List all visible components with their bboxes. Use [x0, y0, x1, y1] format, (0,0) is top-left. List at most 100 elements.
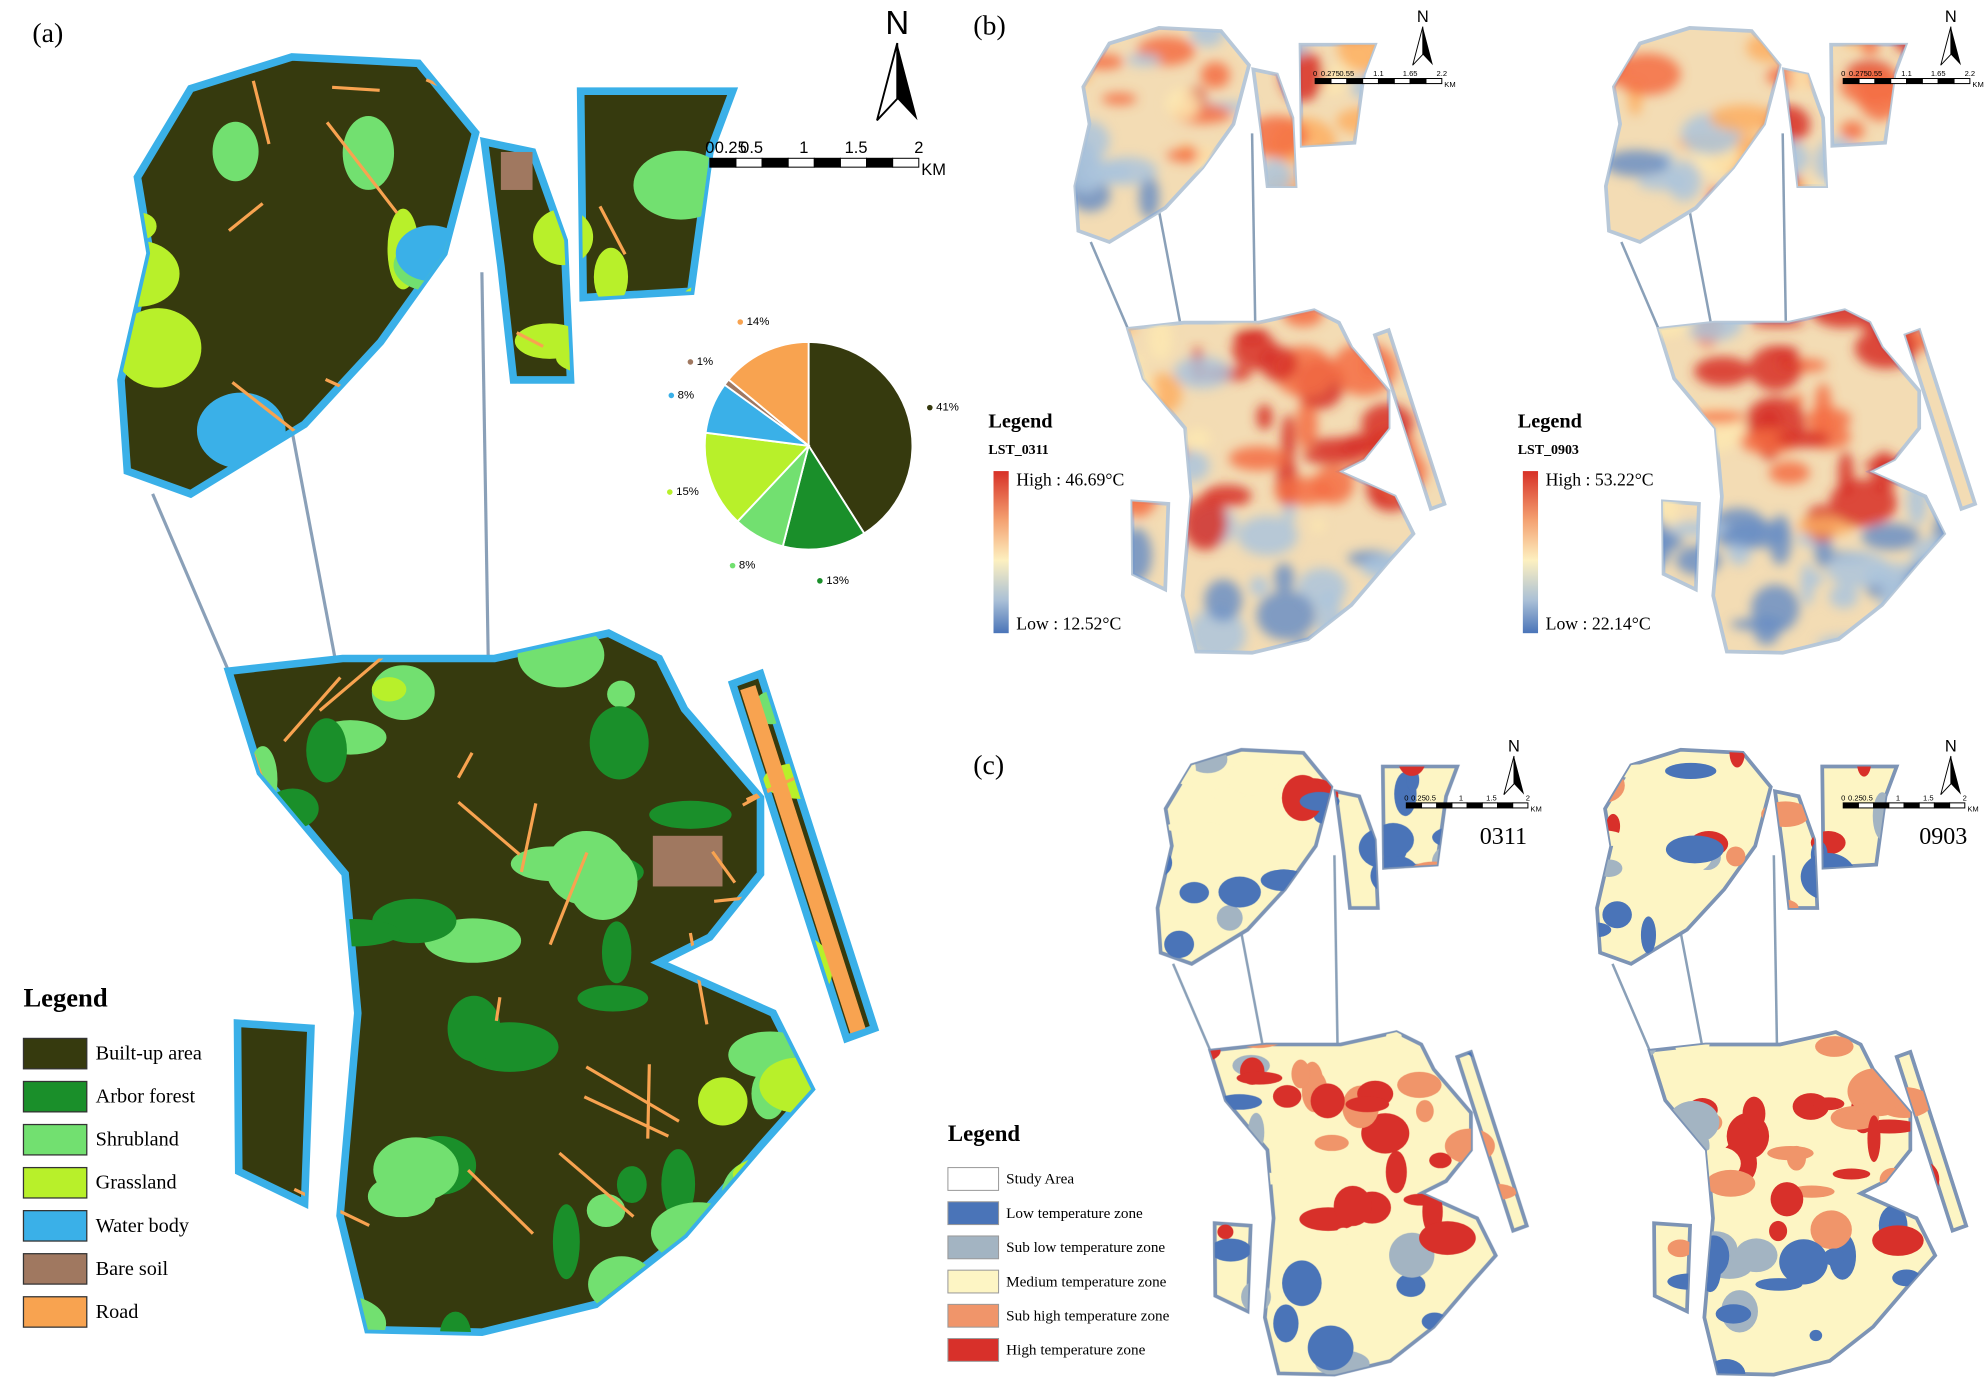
- blob: [1228, 1169, 1261, 1211]
- blob: [1890, 749, 1938, 767]
- blob: [1335, 106, 1403, 136]
- blob: [1273, 274, 1322, 287]
- blob: [1165, 87, 1201, 120]
- bridge: [290, 430, 338, 666]
- blob: [1667, 1239, 1693, 1258]
- blob: [1830, 999, 1880, 1018]
- blob: [1216, 905, 1243, 931]
- blob: [1715, 1304, 1752, 1324]
- blob: [1831, 952, 1846, 986]
- north-label: N: [1945, 8, 1957, 26]
- blob: [1237, 515, 1298, 556]
- scale-segment: [1949, 802, 1966, 809]
- legend-layer: LST_0903: [1518, 443, 1579, 458]
- scale-label: 2: [1963, 793, 1967, 802]
- blob: [1312, 465, 1354, 505]
- blob: [1767, 1145, 1814, 1161]
- blob: [1809, 1329, 1823, 1342]
- water: [196, 392, 286, 469]
- road: [583, 1095, 670, 1138]
- blob: [759, 1057, 835, 1113]
- blob: [1596, 1203, 1634, 1247]
- scale-segment: [1921, 78, 1939, 85]
- blob: [1173, 1288, 1200, 1332]
- blob: [1475, 1338, 1490, 1375]
- scale-segment: [1409, 78, 1427, 85]
- blob: [1396, 914, 1445, 952]
- road: [423, 307, 448, 326]
- north-arrow: [1503, 755, 1515, 795]
- bridge: [1089, 241, 1130, 330]
- blob: [1881, 240, 1899, 261]
- road: [494, 997, 502, 1022]
- blob: [575, 512, 648, 592]
- blob: [1075, 293, 1108, 347]
- blob: [661, 1149, 696, 1220]
- blob: [1294, 234, 1355, 246]
- land: [233, 1019, 315, 1209]
- blob: [1304, 749, 1354, 760]
- blob: [285, 1294, 387, 1333]
- legend-swatch: [947, 1235, 1000, 1260]
- scale-segment: [1953, 78, 1971, 85]
- blob: [1164, 930, 1195, 959]
- blob: [1707, 185, 1721, 232]
- blob: [1705, 1169, 1756, 1197]
- scale-unit: KM: [1444, 80, 1455, 89]
- blob: [1747, 169, 1800, 192]
- blob: [552, 1204, 580, 1280]
- land: [1333, 788, 1380, 910]
- map: [1155, 747, 1530, 1377]
- blob: [1800, 562, 1815, 606]
- road: [456, 752, 474, 779]
- blob: [637, 160, 733, 212]
- scale-label: 2.2: [1965, 69, 1976, 78]
- road: [467, 365, 512, 423]
- blob: [1596, 1302, 1625, 1314]
- blob: [308, 919, 401, 947]
- blob: [1605, 362, 1624, 378]
- north-arrow: [1513, 756, 1525, 795]
- blob: [244, 968, 337, 1013]
- scale-segment: [1425, 78, 1443, 85]
- north-arrow: [1940, 755, 1952, 795]
- blob: [1779, 1239, 1828, 1285]
- pie-label: 13%: [826, 575, 849, 587]
- blob: [1120, 527, 1152, 583]
- blob: [1665, 835, 1724, 864]
- scale-label: 0: [705, 139, 714, 157]
- north-arrow: [1412, 26, 1424, 66]
- road: [548, 851, 589, 946]
- blob: [1075, 274, 1139, 315]
- road: [614, 1316, 687, 1333]
- blob: [1933, 221, 1955, 253]
- road: [227, 202, 264, 232]
- scale-segment: [1858, 78, 1876, 85]
- blob: [1190, 27, 1225, 47]
- blob: [1396, 1273, 1426, 1297]
- blob: [1138, 175, 1160, 220]
- blob: [226, 774, 270, 849]
- blob: [1746, 33, 1793, 62]
- blob: [1432, 826, 1480, 849]
- blob: [371, 677, 407, 702]
- scale-unit: KM: [921, 161, 946, 179]
- blob: [1296, 398, 1318, 451]
- blob: [1711, 271, 1734, 291]
- scale-label: 0.5: [1425, 793, 1436, 802]
- blob: [1826, 551, 1891, 588]
- land: [1125, 308, 1416, 655]
- scale-label: 1.5: [1486, 793, 1497, 802]
- bridge: [1171, 963, 1212, 1052]
- blob: [455, 557, 496, 633]
- scale-segment: [1451, 802, 1468, 809]
- blob: [1915, 1339, 1947, 1375]
- road: [652, 1259, 695, 1306]
- blob: [1605, 150, 1669, 177]
- blob: [306, 718, 347, 783]
- road: [512, 552, 552, 598]
- legend-label: Water body: [96, 1215, 190, 1237]
- road: [332, 85, 380, 92]
- blob: [1249, 576, 1269, 597]
- blob: [1685, 231, 1727, 255]
